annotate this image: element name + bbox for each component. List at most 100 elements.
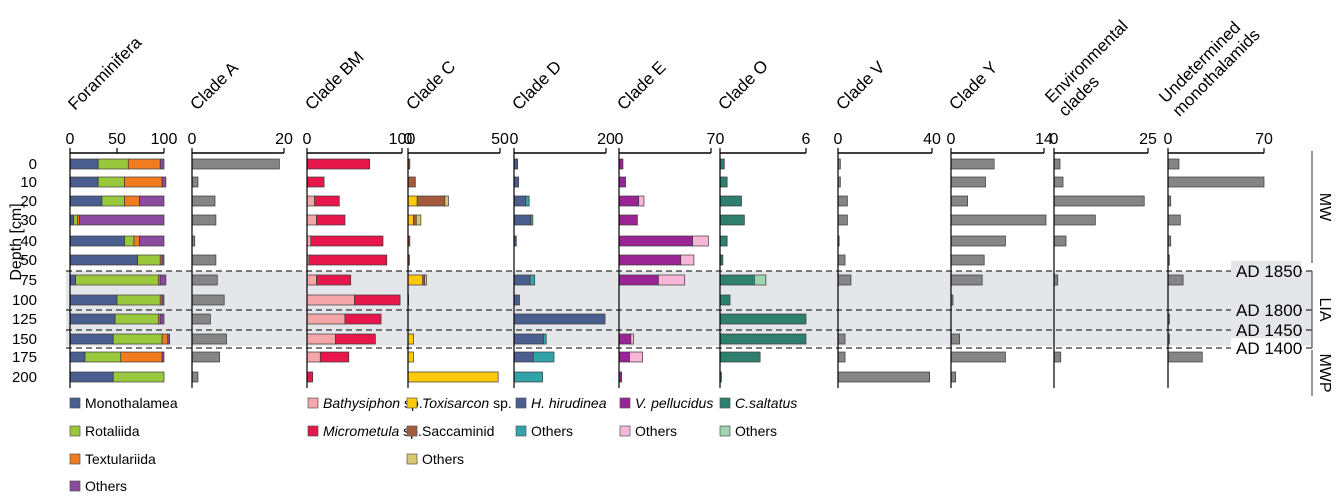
clade-v-tick-label-0: 0 bbox=[834, 131, 843, 148]
clade-o-bar-c-saltatus-175 bbox=[719, 351, 761, 363]
clade-e-bar-others-20 bbox=[638, 195, 645, 207]
clade-d-bar-others-20 bbox=[525, 195, 530, 207]
foraminifera-bar-rotaliida-10 bbox=[97, 176, 125, 188]
legend-label-name-13: C.saltatus bbox=[735, 395, 797, 411]
clade-d-tick-label-1: 20 bbox=[597, 131, 615, 148]
clade-c-bar-others-75 bbox=[424, 274, 427, 286]
clade-v-bar-clade-v-50 bbox=[837, 254, 846, 266]
undetermined-monothalamids-tick-label-0: 0 bbox=[1164, 131, 1173, 148]
clade-y-tick-label-1: 14 bbox=[1035, 131, 1053, 148]
clade-d-bar-others-175 bbox=[532, 351, 555, 363]
clade-bm-bar-bathysiphon-sp-175 bbox=[306, 351, 321, 363]
undetermined-monothalamids-tick-label-1: 70 bbox=[1255, 131, 1273, 148]
legend-label-name-1: Rotaliida bbox=[85, 423, 140, 439]
environmental-clades-tick-label-0: 0 bbox=[1050, 131, 1059, 148]
clade-c-bar-toxisarcon-sp-200 bbox=[407, 371, 499, 383]
foraminifera-bar-textulariida-175 bbox=[120, 351, 163, 363]
clade-v-bar-clade-v-75 bbox=[837, 274, 852, 286]
legend-swatch-6 bbox=[406, 397, 418, 409]
legend-label-name-5: Micrometula bbox=[323, 423, 399, 439]
foraminifera-bar-rotaliida-30 bbox=[73, 214, 78, 226]
foraminifera-bar-monothalamea-200 bbox=[69, 371, 114, 383]
clade-bm-bar-micrometula-sp-125 bbox=[344, 313, 382, 325]
clade-o-bar-c-saltatus-75 bbox=[719, 274, 755, 286]
clade-o-bar-c-saltatus-20 bbox=[719, 195, 742, 207]
clade-y-bar-clade-y-200 bbox=[950, 371, 957, 383]
clade-bm-bar-bathysiphon-sp-30 bbox=[306, 214, 317, 226]
horizon-label-0: AD 1850 bbox=[1236, 262, 1302, 281]
legend-swatch-8 bbox=[406, 453, 418, 465]
foraminifera-tick-label-0: 0 bbox=[66, 131, 75, 148]
clade-v-bar-clade-v-30 bbox=[837, 214, 848, 226]
clade-bm-bar-bathysiphon-sp-150 bbox=[306, 333, 336, 345]
clade-d-bar-others-200 bbox=[513, 371, 543, 383]
clade-bm-bar-micrometula-sp-100 bbox=[354, 294, 401, 306]
clade-c-bar-toxisarcon-sp-150 bbox=[407, 333, 414, 345]
foraminifera-bar-rotaliida-100 bbox=[116, 294, 161, 306]
foraminifera-bar-others-20 bbox=[139, 195, 165, 207]
clade-d-bar-h-hirudinea-20 bbox=[513, 195, 526, 207]
clade-bm-bar-micrometula-sp-40 bbox=[310, 235, 384, 247]
clade-a-bar-clade-a-50 bbox=[191, 254, 217, 266]
legend-swatch-13 bbox=[719, 397, 731, 409]
legend-swatch-5 bbox=[307, 425, 319, 437]
foraminifera-bar-others-50 bbox=[161, 254, 165, 266]
clade-bm-bar-micrometula-sp-175 bbox=[319, 351, 350, 363]
clade-a-bar-clade-a-10 bbox=[191, 176, 199, 188]
clade-e-bar-others-40 bbox=[692, 235, 709, 247]
clade-y-bar-clade-y-50 bbox=[950, 254, 985, 266]
undetermined-monothalamids-title: Undeterminedmonothalamids bbox=[1155, 12, 1263, 120]
legend-label-name-3: Others bbox=[85, 478, 127, 494]
clade-y-bar-clade-y-75 bbox=[950, 274, 983, 286]
clade-o-title: Clade O bbox=[714, 56, 772, 114]
clade-a-bar-clade-a-0 bbox=[191, 158, 280, 170]
legend-label-2: Textulariida bbox=[85, 451, 156, 467]
foraminifera-bar-monothalamea-10 bbox=[69, 176, 99, 188]
legend-swatch-12 bbox=[619, 425, 631, 437]
clade-e-bar-v-pellucidus-175 bbox=[618, 351, 630, 363]
clade-bm-bar-micrometula-sp-10 bbox=[306, 176, 325, 188]
undetermined-monothalamids-bar-undetermined-monothalamids-0 bbox=[1167, 158, 1180, 170]
legend-label-name-8: Others bbox=[422, 451, 464, 467]
clade-o-bar-c-saltatus-30 bbox=[719, 214, 745, 226]
undetermined-monothalamids-bar-undetermined-monothalamids-175 bbox=[1167, 351, 1203, 363]
clade-c-bar-others-30 bbox=[415, 214, 422, 226]
foraminifera-bar-monothalamea-75 bbox=[69, 274, 76, 286]
clade-c-bar-toxisarcon-sp-20 bbox=[407, 195, 418, 207]
clade-d-bar-others-30 bbox=[530, 214, 534, 226]
foraminifera-bar-others-10 bbox=[161, 176, 167, 188]
legend-swatch-9 bbox=[515, 397, 527, 409]
clade-bm-bar-bathysiphon-sp-100 bbox=[306, 294, 355, 306]
clade-e-tick-label-1: 7 bbox=[707, 131, 716, 148]
clade-o-bar-c-saltatus-125 bbox=[719, 313, 807, 325]
clade-e-tick-label-0: 0 bbox=[615, 131, 624, 148]
horizon-label-bg-2 bbox=[1231, 320, 1301, 340]
foraminifera-bar-others-75 bbox=[159, 274, 167, 286]
legend-swatch-0 bbox=[69, 397, 81, 409]
foraminifera-bar-monothalamea-50 bbox=[69, 254, 139, 266]
clade-bm-title: Clade BM bbox=[301, 48, 367, 114]
legend-label-11: V. pellucidus bbox=[635, 395, 713, 411]
horizon-label-bg-3 bbox=[1231, 338, 1301, 358]
clade-o-tick-label-1: 6 bbox=[802, 131, 811, 148]
foraminifera-bar-textulariida-0 bbox=[127, 158, 161, 170]
clade-e-bar-others-175 bbox=[629, 351, 644, 363]
legend-label-3: Others bbox=[85, 478, 127, 494]
clade-y-bar-clade-y-150 bbox=[950, 333, 960, 345]
foraminifera-tick-label-1: 50 bbox=[108, 131, 126, 148]
clade-a-bar-clade-a-75 bbox=[191, 274, 218, 286]
foraminifera-bar-monothalamea-125 bbox=[69, 313, 116, 325]
clade-v-bar-clade-v-150 bbox=[837, 333, 846, 345]
foraminifera-bar-rotaliida-125 bbox=[114, 313, 159, 325]
depth-label-0: 0 bbox=[29, 156, 37, 173]
clade-d-bar-h-hirudinea-175 bbox=[513, 351, 534, 363]
clade-o-bar-c-saltatus-0 bbox=[719, 158, 725, 170]
legend-label-name-0: Monothalamea bbox=[85, 395, 178, 411]
clade-d-bar-h-hirudinea-150 bbox=[513, 333, 544, 345]
foraminifera-bar-rotaliida-175 bbox=[84, 351, 122, 363]
legend-layer: Monothalamea Rotaliida Textulariida Others B… bbox=[69, 395, 797, 494]
environmental-clades-bar-environmental-clades-0 bbox=[1053, 158, 1061, 170]
legend-swatch-2 bbox=[69, 453, 81, 465]
foraminifera-bar-others-0 bbox=[159, 158, 165, 170]
